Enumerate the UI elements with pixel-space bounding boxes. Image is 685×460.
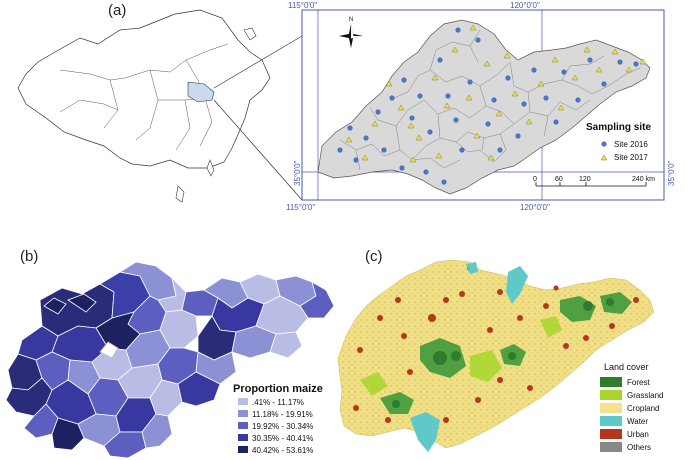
coord-top-left: 115°0'0" xyxy=(288,1,317,10)
coord-bottom-right: 120°0'0" xyxy=(520,203,550,212)
maize-legend-swatch-3 xyxy=(238,422,248,429)
legend-swatch-forest xyxy=(600,377,622,387)
maize-legend-label-5: 40.42% - 53.61% xyxy=(252,446,313,455)
legend-site-2017-label: Site 2017 xyxy=(614,153,648,162)
maize-legend-swatch-2 xyxy=(238,410,248,417)
legend-site-2017-marker xyxy=(600,154,608,161)
land-cover-legend-title: Land cover xyxy=(604,362,649,372)
scale-bar: 0 60 120 240 km xyxy=(533,176,655,187)
sampling-legend: Sampling site Site 2016 Site 2017 xyxy=(586,122,651,162)
site-2016-markers xyxy=(337,27,639,185)
panel-label-a: (a) xyxy=(108,2,127,19)
panel-label-c: (c) xyxy=(365,248,383,265)
china-outline-map xyxy=(17,9,303,203)
maize-legend-swatch-4 xyxy=(238,434,248,441)
maize-legend-label-4: 30.35% - 40.41% xyxy=(252,434,313,443)
sampling-legend-title: Sampling site xyxy=(586,122,651,133)
scale-tick-0: 0 xyxy=(533,176,537,183)
maize-legend-label-3: 19.92% - 30.34% xyxy=(252,422,313,431)
legend-swatch-urban xyxy=(600,429,622,439)
legend-swatch-others xyxy=(600,442,622,452)
legend-label-others: Others xyxy=(627,443,651,452)
maize-legend-title: Proportion maize xyxy=(233,383,323,395)
land-cover-legend: Land cover Forest Grassland Cropland Wat… xyxy=(600,362,663,452)
maize-legend-label-2: 11.18% - 19.91% xyxy=(252,410,313,419)
legend-site-2016-marker xyxy=(601,141,607,147)
scale-tick-60: 60 xyxy=(555,176,563,183)
legend-label-cropland: Cropland xyxy=(627,404,659,413)
site-2017-markers xyxy=(345,24,647,163)
legend-swatch-grassland xyxy=(600,390,622,400)
legend-label-grassland: Grassland xyxy=(627,391,663,400)
coord-top-right: 120°0'0" xyxy=(510,1,540,10)
shandong-sampling-map xyxy=(317,19,651,195)
coord-bottom-left: 115°0'0" xyxy=(286,203,315,212)
legend-label-water: Water xyxy=(627,417,648,426)
maize-legend-swatch-1 xyxy=(238,398,248,405)
legend-swatch-cropland xyxy=(600,403,622,413)
maize-legend-label-1: .41% - 11.17% xyxy=(252,398,304,407)
coord-right-side: 35°0'0" xyxy=(667,160,676,186)
maize-proportion-map xyxy=(5,261,335,459)
legend-label-forest: Forest xyxy=(627,378,650,387)
land-cover-map xyxy=(337,259,655,452)
scale-tick-240: 240 km xyxy=(632,176,655,183)
maize-legend-swatch-5 xyxy=(238,446,248,453)
legend-site-2016-label: Site 2016 xyxy=(614,140,648,149)
scale-tick-120: 120 xyxy=(579,176,591,183)
legend-swatch-water xyxy=(600,416,622,426)
coord-left-side: 35°0'0" xyxy=(293,160,302,186)
north-arrow-icon xyxy=(339,24,363,48)
legend-label-urban: Urban xyxy=(627,430,649,439)
maize-legend: Proportion maize .41% - 11.17% 11.18% - … xyxy=(233,383,323,455)
north-label: N xyxy=(349,17,353,23)
panel-label-b: (b) xyxy=(20,248,39,265)
